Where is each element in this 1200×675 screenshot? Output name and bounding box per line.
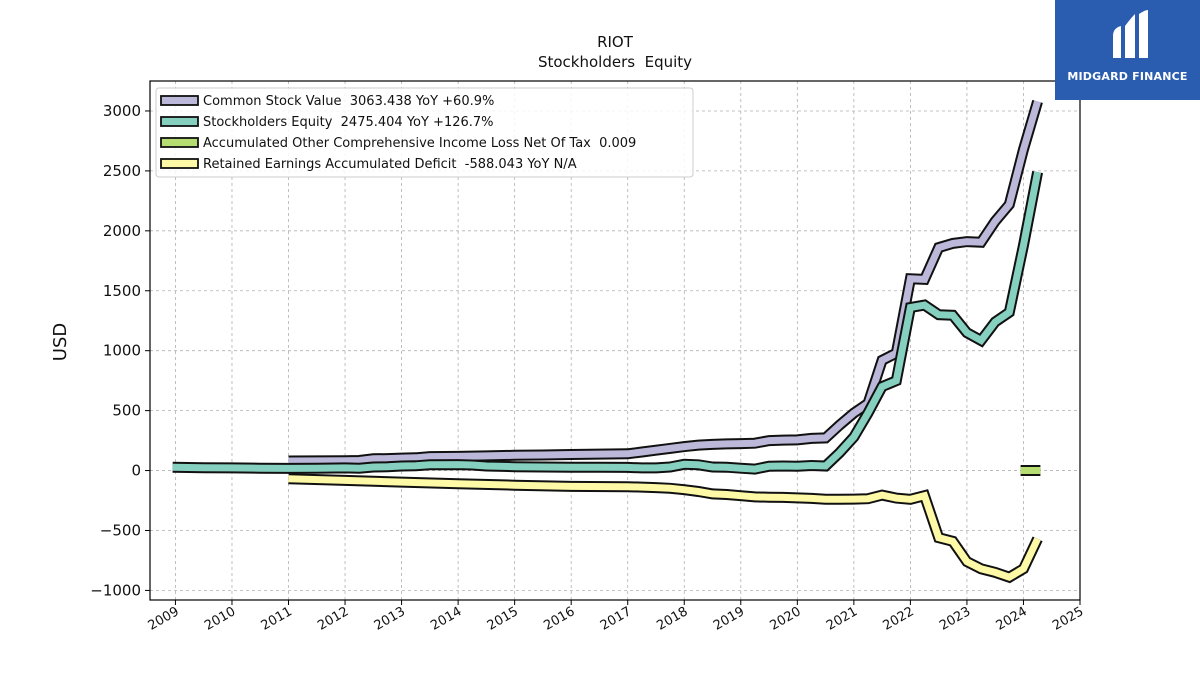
brand-name: MIDGARD FINANCE (1067, 70, 1188, 83)
y-tick-label: 2000 (103, 222, 141, 240)
y-tick-label: 0 (131, 462, 141, 480)
x-tick-label: 2023 (937, 604, 973, 634)
legend-entry: Accumulated Other Comprehensive Income L… (203, 136, 636, 151)
y-axis-ticks: −1000 −500 0 500 1000 1500 2000 2500 3000 (90, 102, 150, 599)
x-tick-label: 2016 (541, 604, 577, 634)
chart-subtitle: Stockholders Equity (538, 53, 692, 71)
legend-swatch (160, 116, 199, 127)
series-line-0 (288, 100, 1041, 465)
legend-swatch (160, 95, 199, 106)
x-tick-label: 2010 (202, 604, 238, 634)
y-tick-label: 1500 (103, 282, 141, 300)
series-line-3 (288, 475, 1041, 582)
brand-logo: MIDGARD FINANCE (1055, 0, 1200, 100)
y-tick-label: 2500 (103, 162, 141, 180)
legend-entry: Retained Earnings Accumulated Deficit -5… (203, 157, 577, 172)
y-tick-label: −1000 (90, 581, 141, 599)
x-tick-label: 2013 (372, 604, 408, 634)
y-tick-label: 1000 (103, 342, 141, 360)
y-tick-label: 3000 (103, 102, 141, 120)
series-line-1 (172, 171, 1042, 473)
x-tick-label: 2017 (598, 604, 634, 634)
legend-box (155, 87, 694, 178)
legend-swatch (160, 158, 199, 169)
legend-entry: Stockholders Equity 2475.404 YoY +126.7% (203, 115, 494, 130)
legend-entry: Common Stock Value 3063.438 YoY +60.9% (203, 94, 494, 109)
y-tick-label: −500 (100, 521, 141, 539)
y-tick-label: 500 (112, 402, 141, 420)
chart-title: RIOT (597, 33, 634, 51)
x-tick-label: 2009 (146, 604, 182, 634)
x-tick-label: 2021 (824, 604, 860, 634)
x-tick-label: 2020 (767, 604, 803, 634)
x-tick-label: 2015 (485, 604, 521, 634)
y-axis-label: USD (50, 323, 71, 361)
series-lines (172, 99, 1044, 584)
x-tick-label: 2014 (428, 604, 464, 634)
legend-swatch (160, 137, 199, 148)
x-axis-ticks: 2009 2010 2011 2012 2013 2014 2015 2016 2017 2018… (146, 600, 1086, 634)
x-tick-label: 2025 (1050, 604, 1086, 634)
x-tick-label: 2019 (711, 604, 747, 634)
x-tick-label: 2011 (259, 604, 295, 634)
plot-frame (149, 80, 1081, 601)
legend: Common Stock Value 3063.438 YoY +60.9% St… (155, 87, 694, 178)
midgard-logo-icon (1113, 10, 1148, 58)
x-tick-label: 2012 (315, 604, 351, 634)
x-tick-label: 2024 (994, 604, 1030, 634)
x-tick-label: 2018 (654, 604, 690, 634)
x-tick-label: 2022 (881, 604, 917, 634)
